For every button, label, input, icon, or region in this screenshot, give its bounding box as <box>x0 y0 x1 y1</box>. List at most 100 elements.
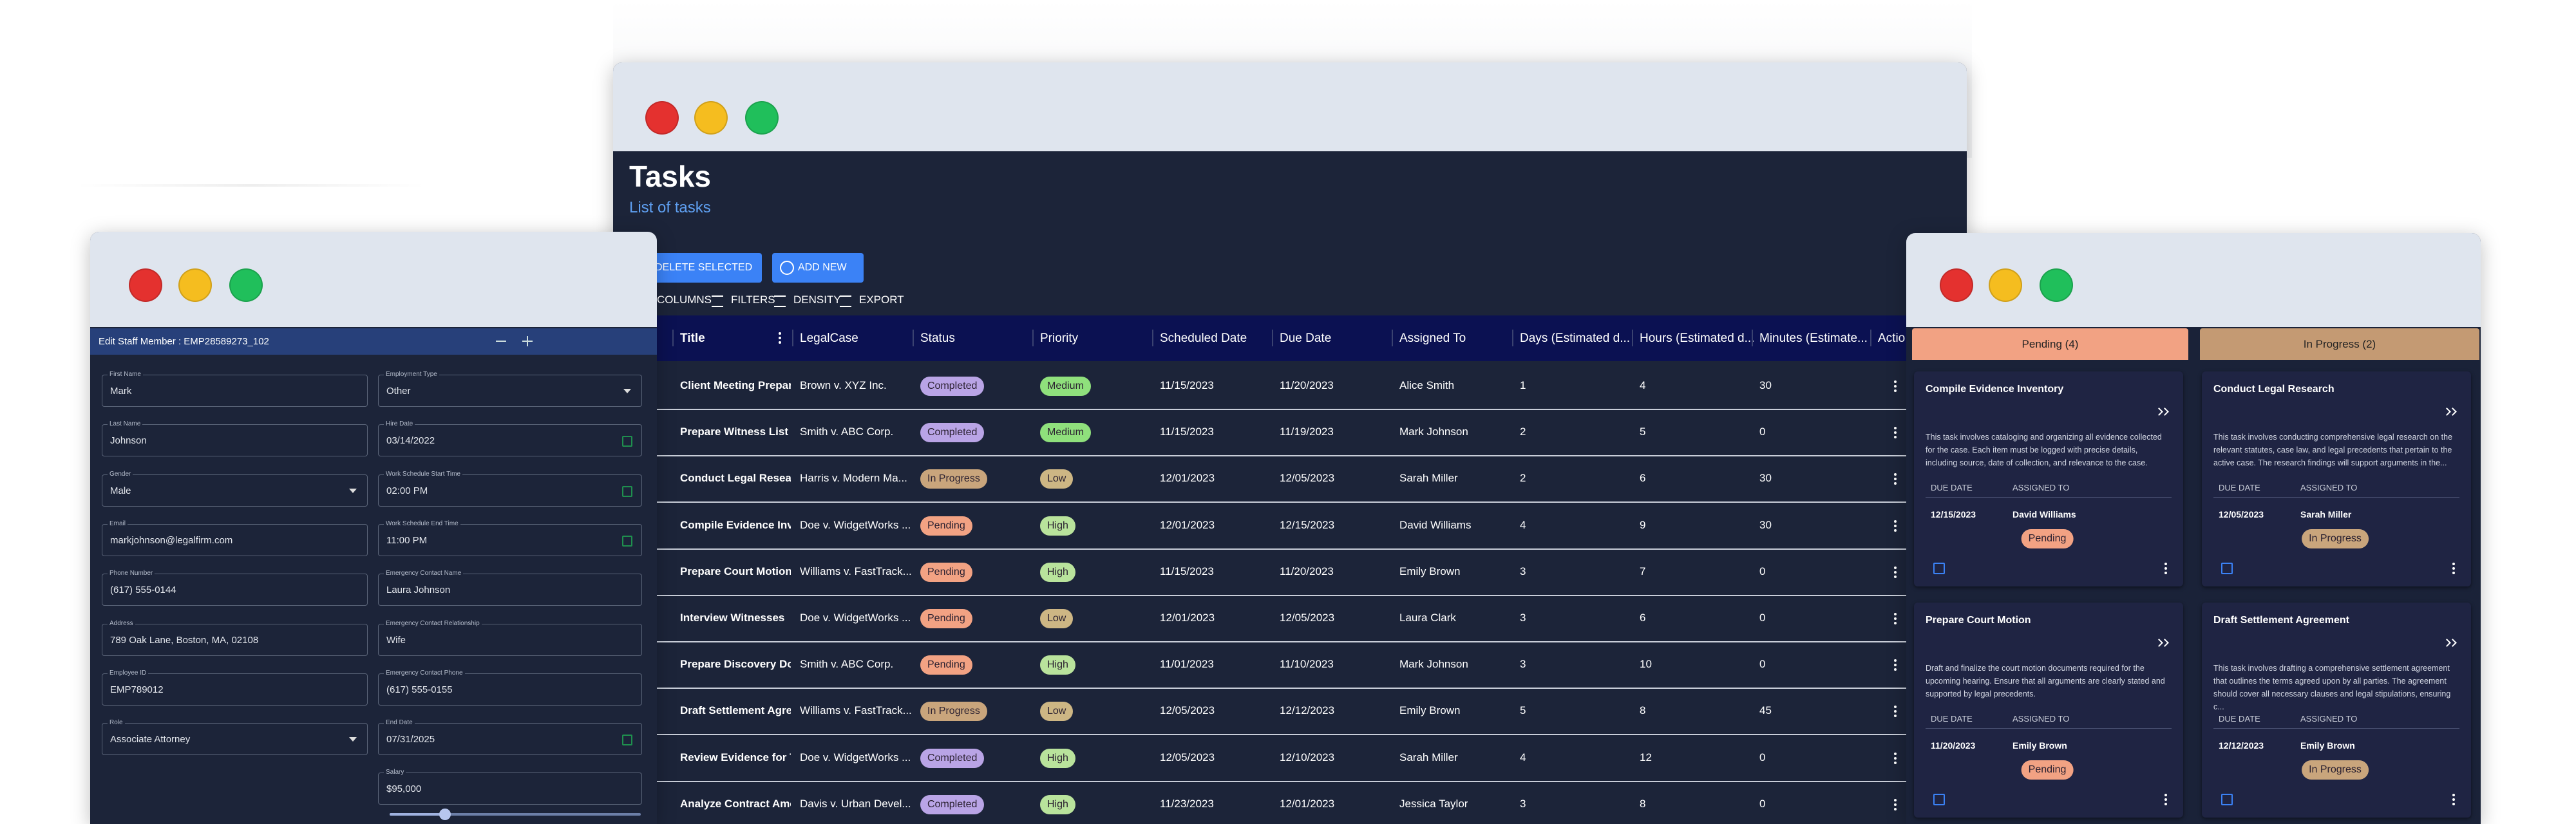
status-chip: In Progress <box>920 469 987 489</box>
due-date: 12/15/2023 <box>1931 509 1976 520</box>
form-field[interactable]: Employee ID EMP789012 <box>102 669 368 706</box>
close[interactable] <box>1940 268 1973 302</box>
field-label: Address <box>108 619 135 627</box>
title-bar <box>1906 233 2481 327</box>
menu-dot <box>1894 436 1897 439</box>
field-value: Johnson <box>110 435 147 447</box>
maximize[interactable] <box>745 101 779 135</box>
button-label: DELETE SELECTED <box>655 262 753 273</box>
toolbar-button[interactable]: DENSITY <box>793 294 841 306</box>
window-icon[interactable] <box>496 336 506 346</box>
form-field[interactable]: Hire Date 03/14/2022 <box>378 420 642 457</box>
column-separator <box>913 330 914 346</box>
column-header[interactable]: Status <box>920 332 955 345</box>
field-label: Phone Number <box>108 570 155 577</box>
menu-dot <box>1894 803 1897 806</box>
column-header[interactable]: LegalCase <box>800 332 858 345</box>
card-title: Conduct Legal Research <box>2213 384 2334 395</box>
cell: 2 <box>1520 426 1526 438</box>
row-divider <box>613 409 1967 410</box>
minimize[interactable] <box>694 101 728 135</box>
cell: 12/05/2023 <box>1280 472 1335 485</box>
maximize[interactable] <box>2040 268 2073 302</box>
cell: 12 <box>1640 751 1652 763</box>
slider-fill <box>390 813 445 816</box>
column-header[interactable]: Actio <box>1878 332 1906 345</box>
toolbar-button[interactable]: COLUMNS <box>657 294 712 306</box>
slider-track[interactable] <box>390 813 641 816</box>
column-header: In Progress (2) <box>2200 328 2479 360</box>
field-value: (617) 555-0144 <box>110 585 176 596</box>
column-separator <box>1392 330 1393 346</box>
column-header[interactable]: Priority <box>1040 332 1079 345</box>
form-field[interactable]: Salary $95,000 <box>378 769 642 805</box>
button-icon <box>780 261 794 275</box>
task-card[interactable]: Conduct Legal Research This task involves… <box>2202 371 2471 586</box>
button-label: ADD NEW <box>798 262 847 273</box>
form-field[interactable]: First Name Mark <box>102 371 368 407</box>
cell: 9 <box>1640 518 1646 531</box>
checkbox[interactable] <box>2221 563 2233 574</box>
menu-dot <box>779 341 781 344</box>
window-icon[interactable] <box>522 336 533 346</box>
form-field[interactable]: End Date 07/31/2025 <box>378 719 642 756</box>
row-divider <box>613 548 1967 550</box>
field-label: Hire Date <box>384 420 415 428</box>
due-date: 12/12/2023 <box>2219 740 2264 751</box>
form-field[interactable]: Emergency Contact Name Laura Johnson <box>378 570 642 606</box>
status-chip: Pending <box>2021 529 2074 548</box>
menu-dot <box>1894 478 1897 481</box>
checkbox[interactable] <box>1933 563 1945 574</box>
close[interactable] <box>129 268 162 302</box>
checkbox[interactable] <box>1933 794 1945 805</box>
form-field[interactable]: Emergency Contact Phone (617) 555-0155 <box>378 669 642 706</box>
form-field[interactable]: Address 789 Oak Lane, Boston, MA, 02108 <box>102 619 368 656</box>
column-header[interactable]: Assigned To <box>1399 332 1466 345</box>
form-field[interactable]: Phone Number (617) 555-0144 <box>102 570 368 606</box>
toolbar-icon <box>840 295 851 307</box>
task-card[interactable]: Prepare Court Motion Draft and finalize t… <box>1914 603 2183 818</box>
column-header[interactable]: Due Date <box>1280 332 1332 345</box>
column-header[interactable]: Days (Estimated d... <box>1520 332 1631 345</box>
form-field[interactable]: Last Name Johnson <box>102 420 368 457</box>
form-field[interactable]: Work Schedule End Time 11:00 PM <box>378 520 642 556</box>
status-chip: In Progress <box>2302 760 2369 780</box>
column-title: Pending (4) <box>2022 338 2079 350</box>
priority-chip: High <box>1040 516 1075 536</box>
close[interactable] <box>645 101 679 135</box>
priority-chip: High <box>1040 655 1075 675</box>
card-description: Draft and finalize the court motion docu… <box>1926 664 2165 698</box>
form-field[interactable]: Role Associate Attorney <box>102 719 368 756</box>
cell: 12/01/2023 <box>1160 612 1215 624</box>
slider-thumb[interactable] <box>439 809 451 820</box>
form-field[interactable]: Email markjohnson@legalfirm.com <box>102 520 368 556</box>
form-field[interactable]: Gender Male <box>102 470 368 507</box>
button[interactable]: ADD NEW <box>772 253 864 283</box>
menu-dot <box>1894 617 1897 620</box>
form-field[interactable]: Work Schedule Start Time 02:00 PM <box>378 470 642 507</box>
toolbar-button[interactable]: EXPORT <box>859 294 904 306</box>
column-header[interactable]: Minutes (Estimate... <box>1759 332 1868 345</box>
column-header[interactable]: Hours (Estimated d... <box>1640 332 1755 345</box>
field-value: 07/31/2025 <box>386 734 435 745</box>
task-card[interactable]: Draft Settlement Agreement This task invo… <box>2202 603 2471 818</box>
column-header[interactable]: Scheduled Date <box>1160 332 1247 345</box>
assigned-label: ASSIGNED TO <box>2300 714 2358 724</box>
field-label: Emergency Contact Relationship <box>384 619 482 627</box>
form-field[interactable]: Employment Type Other <box>378 371 642 407</box>
cell: 12/01/2023 <box>1280 797 1335 810</box>
column-header[interactable]: Title <box>680 332 705 345</box>
field-value: 02:00 PM <box>386 485 428 496</box>
status-chip: Pending <box>920 655 972 675</box>
dialog-header: Edit Staff Member : EMP28589273_102 <box>90 328 657 355</box>
cell: Conduct Legal Research <box>680 472 791 485</box>
minimize[interactable] <box>1989 268 2022 302</box>
minimize[interactable] <box>178 268 212 302</box>
cell: 12/12/2023 <box>1280 704 1335 717</box>
task-card[interactable]: Compile Evidence Inventory This task invo… <box>1914 371 2183 586</box>
toolbar-button[interactable]: FILTERS <box>731 294 775 306</box>
checkbox[interactable] <box>2221 794 2233 805</box>
form-field[interactable]: Emergency Contact Relationship Wife <box>378 619 642 656</box>
maximize[interactable] <box>229 268 263 302</box>
cell: 7 <box>1640 565 1646 577</box>
